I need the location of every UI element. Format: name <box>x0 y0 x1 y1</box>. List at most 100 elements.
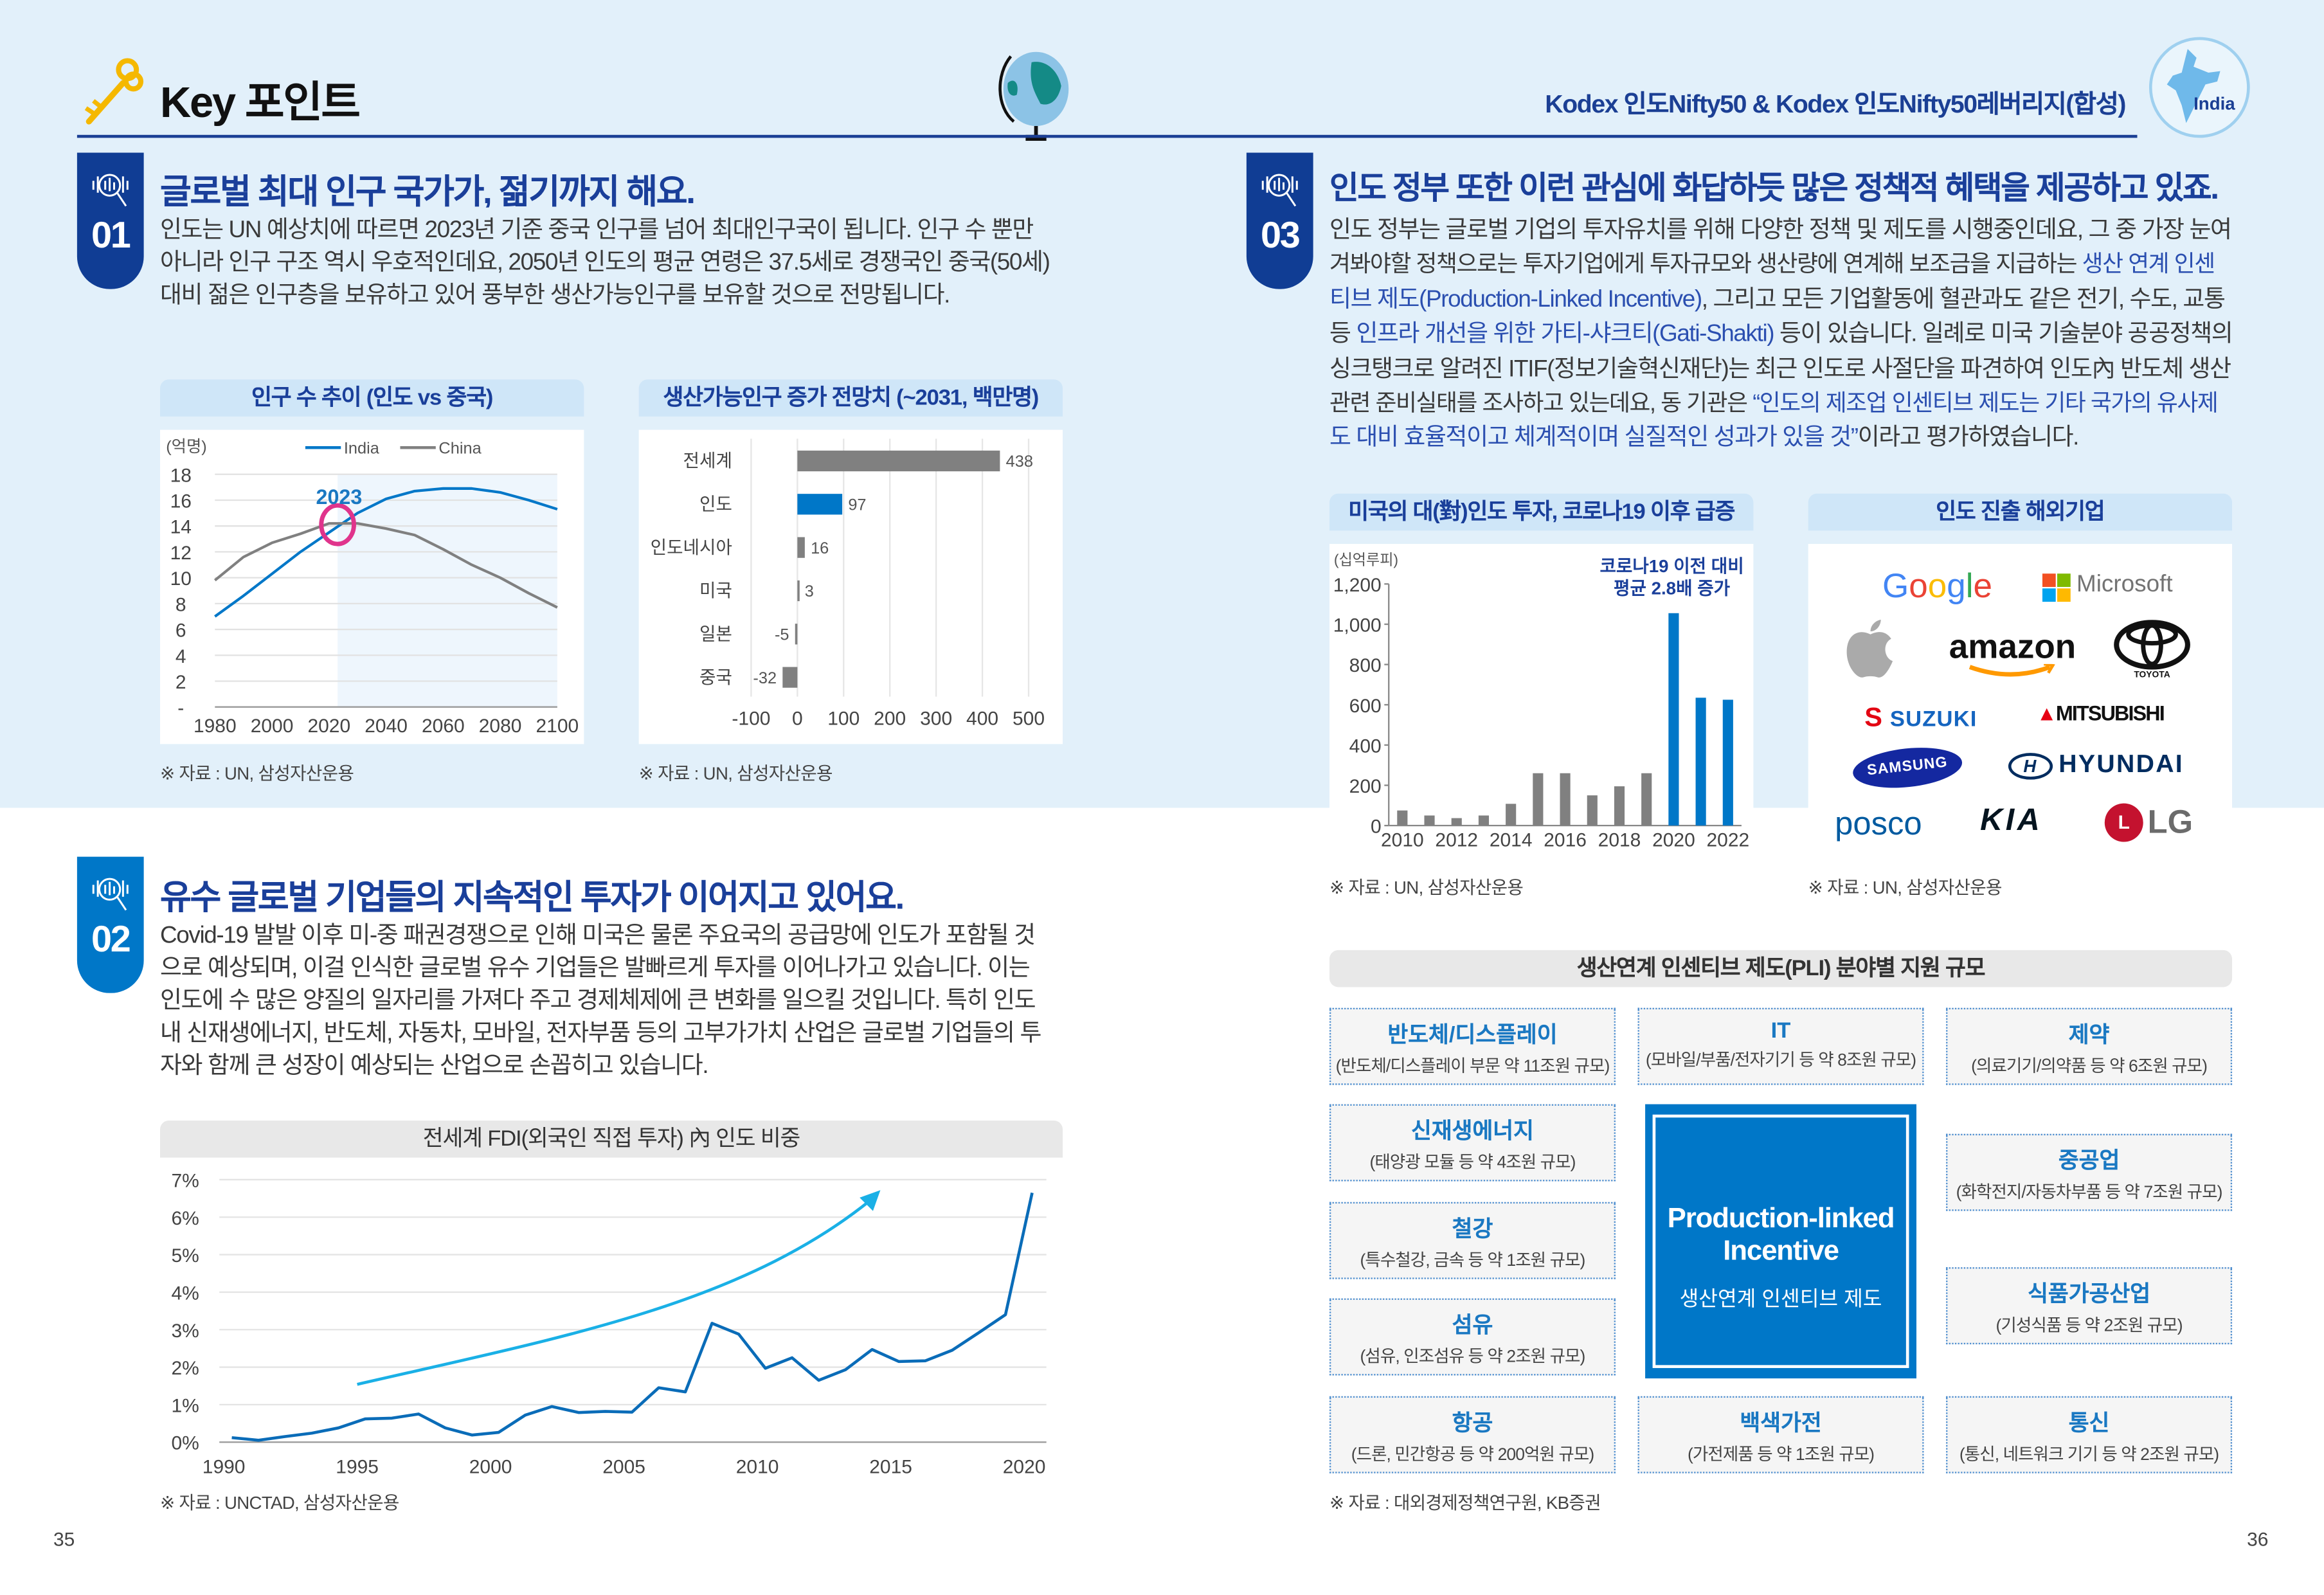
section-number: 03 <box>1261 215 1301 257</box>
x-tick-label: 2015 <box>869 1457 912 1478</box>
hyundai-logo: H HYUNDAI <box>2008 750 2184 780</box>
body-text-line: 으로 예상되며, 이걸 인식한 글로벌 유수 기업들은 발빠르게 투자를 이어나… <box>160 953 1064 986</box>
toyota-logo: TOYOTA <box>2114 620 2191 688</box>
analysis-icon <box>92 174 129 207</box>
text-segment: 관련 준비실태를 조사하고 있는데요, 동 기관은 <box>1329 391 1753 417</box>
section-title: 인도 정부 또한 이런 관심에 화답하듯 많은 정책적 혜택을 제공하고 있죠. <box>1329 170 2219 206</box>
lg-logo: L LG <box>2104 803 2193 842</box>
pli-sector-name: IT <box>1770 1018 1791 1044</box>
suzuki-logo: S SUZUKI <box>1864 702 1977 732</box>
highlighted-text: 도 대비 효율적이고 체계적이며 실질적인 성과가 있을 것” <box>1329 426 1859 451</box>
page-number-left: 35 <box>53 1527 75 1551</box>
section-badge: 01 <box>77 152 144 289</box>
header-divider <box>77 134 2138 138</box>
highlighted-text: 티브 제도(Production-Linked Incentive) <box>1329 287 1702 312</box>
body-text-line: 대비 젊은 인구층을 보유하고 있어 풍부한 생산가능인구를 보유할 것으로 전… <box>160 280 1064 313</box>
text-segment: 등 <box>1329 321 1356 347</box>
y-tick-label: 2% <box>172 1358 199 1379</box>
pli-sector-scale: (반도체/디스플레이 부문 약 11조원 규모) <box>1335 1058 1610 1076</box>
pli-source: ※ 자료 : 대외경제정책연구원, KB증권 <box>1329 1492 1601 1513</box>
x-tick-label: 2010 <box>736 1457 779 1478</box>
population-chart-area <box>159 429 584 744</box>
us-investment-chart-title: 미국의 대(對)인도 투자, 코로나19 이후 급증 <box>1329 493 1754 531</box>
pli-sector-box: 항공 (드론, 민간항공 등 약 200억원 규모) <box>1329 1396 1616 1473</box>
page-title: Key 포인트 <box>159 80 361 128</box>
pli-sector-box: 제약 (의료기기/의약품 등 약 6조원 규모) <box>1946 1007 2233 1085</box>
y-tick-label: 6% <box>172 1208 199 1229</box>
pli-sector-box: 신재생에너지 (태양광 모듈 등 약 4조원 규모) <box>1329 1104 1616 1182</box>
x-tick-label: 1990 <box>203 1457 246 1478</box>
pli-sector-name: 신재생에너지 <box>1411 1119 1534 1144</box>
india-label: India <box>2193 93 2235 114</box>
x-tick-label: 2020 <box>1003 1457 1046 1478</box>
text-segment: 자와 함께 큰 성장이 예상되는 산업으로 손꼽히고 있습니다. <box>159 1054 709 1079</box>
globe-icon <box>998 51 1069 141</box>
body-text-line: 인도는 UN 예상치에 따르면 2023년 기준 중국 인구를 넘어 최대인구국… <box>160 215 1064 248</box>
text-segment: 등이 있습니다. 일례로 미국 기술분야 공공정책의 <box>1774 321 2233 347</box>
trend-arrowhead <box>860 1190 881 1211</box>
highlighted-text: 생산 연계 인센 <box>2082 252 2215 278</box>
y-tick-label: 0% <box>172 1433 199 1454</box>
companies-logo-area <box>1808 544 2233 856</box>
apple-logo <box>1846 619 1893 678</box>
text-segment: 대비 젊은 인구층을 보유하고 있어 풍부한 생산가능인구를 보유할 것으로 전… <box>159 283 950 309</box>
pli-sector-box: 철강 (특수철강, 금속 등 약 1조원 규모) <box>1329 1202 1616 1279</box>
body-text-line: 등 인프라 개선을 위한 가티-샤크티(Gati-Shakti) 등이 있습니다… <box>1329 319 2233 352</box>
fdi-chart-source: ※ 자료 : UNCTAD, 삼성자산운용 <box>159 1492 399 1513</box>
pli-sector-box: 통신 (통신, 네트워크 기기 등 약 2조원 규모) <box>1946 1396 2233 1473</box>
analysis-icon <box>92 878 129 911</box>
section-badge: 03 <box>1246 152 1313 289</box>
pli-sector-scale: (의료기기/의약품 등 약 6조원 규모) <box>1971 1058 2208 1076</box>
pli-sector-scale: (기성식품 등 약 2조원 규모) <box>1995 1317 2183 1336</box>
us-investment-chart-source: ※ 자료 : UN, 삼성자산운용 <box>1329 877 1524 899</box>
y-tick-label: 3% <box>172 1320 199 1342</box>
pli-sector-box: 백색가전 (가전제품 등 약 1조원 규모) <box>1637 1396 1924 1473</box>
companies-title: 인도 진출 해외기업 <box>1808 493 2233 531</box>
pli-sector-name: 식품가공산업 <box>2028 1282 2151 1308</box>
pli-sector-box: 반도체/디스플레이 (반도체/디스플레이 부문 약 11조원 규모) <box>1329 1007 1616 1085</box>
us-investment-chart-area <box>1329 544 1754 856</box>
pli-sector-scale: (특수철강, 금속 등 약 1조원 규모) <box>1360 1252 1585 1270</box>
working-age-chart-area <box>638 429 1063 744</box>
pli-sector-scale: (화학전지/자동차부품 등 약 7조원 규모) <box>1956 1184 2223 1202</box>
text-segment: 싱크탱크로 알려진 ITIF(정보기술혁신재단)는 최근 인도로 사절단을 파견… <box>1329 356 2231 382</box>
pli-sector-name: 백색가전 <box>1740 1410 1822 1437</box>
pli-sector-name: 항공 <box>1452 1410 1493 1437</box>
pli-sector-scale: (태양광 모듈 등 약 4조원 규모) <box>1369 1154 1576 1173</box>
fdi-share-line <box>231 1192 1034 1442</box>
analysis-icon <box>1261 174 1298 207</box>
fdi-chart-title: 전세계 FDI(외국인 직접 투자) 內 인도 비중 <box>159 1120 1063 1158</box>
text-segment: Covid-19 발발 이후 미-중 패권경쟁으로 인해 미국은 물론 주요국의… <box>159 923 1036 949</box>
text-segment: 인도 정부는 글로벌 기업의 투자유치를 위해 다양한 정책 및 제도를 시행중… <box>1329 217 2232 244</box>
body-text-line: 아니라 인구 구조 역시 우호적인데요, 2050년 인도의 평균 연령은 37… <box>160 248 1064 280</box>
pli-sector-box: 섬유 (섬유, 인조섬유 등 약 2조원 규모) <box>1329 1298 1616 1376</box>
pli-sector-name: 중공업 <box>2058 1148 2120 1174</box>
highlighted-text: 인프라 개선을 위한 가티-샤크티(Gati-Shakti) <box>1356 321 1774 347</box>
body-text-line: Covid-19 발발 이후 미-중 패권경쟁으로 인해 미국은 물론 주요국의… <box>160 921 1064 953</box>
pli-sector-box: 식품가공산업 (기성식품 등 약 2조원 규모) <box>1946 1267 2233 1345</box>
working-age-chart-source: ※ 자료 : UN, 삼성자산운용 <box>638 763 833 784</box>
population-chart-source: ※ 자료 : UN, 삼성자산운용 <box>159 763 354 784</box>
y-tick-label: 7% <box>172 1170 199 1191</box>
india-badge: India <box>2148 37 2250 138</box>
body-text-line: 도 대비 효율적이고 체계적이며 실질적인 성과가 있을 것”이라고 평가하였습… <box>1329 423 2233 456</box>
section-number: 01 <box>91 215 131 257</box>
working-age-chart-title: 생산가능인구 증가 전망치 (~2031, 백만명) <box>638 379 1063 417</box>
kia-logo: KIA <box>1980 803 2043 838</box>
text-segment: 인도는 UN 예상치에 따르면 2023년 기준 중국 인구를 넘어 최대인구국… <box>159 217 1034 244</box>
pli-sector-name: 철강 <box>1452 1216 1493 1242</box>
body-text-line: 자와 함께 큰 성장이 예상되는 산업으로 손꼽히고 있습니다. <box>160 1051 1064 1084</box>
pli-sector-scale: (통신, 네트워크 기기 등 약 2조원 규모) <box>1959 1446 2219 1464</box>
amazon-logo: amazon <box>1949 627 2076 677</box>
pli-sector-box: 중공업 (화학전지/자동차부품 등 약 7조원 규모) <box>1946 1133 2233 1211</box>
companies-source: ※ 자료 : UN, 삼성자산운용 <box>1808 877 2003 899</box>
x-tick-label: 2000 <box>469 1457 512 1478</box>
page-number-right: 36 <box>2247 1527 2269 1551</box>
pli-sector-scale: (가전제품 등 약 1조원 규모) <box>1687 1446 1875 1464</box>
pli-title: 생산연계 인센티브 제도(PLI) 분야별 지원 규모 <box>1329 950 2233 987</box>
text-segment: 겨봐야할 정책으로는 투자기업에게 투자규모와 생산량에 연계해 보조금을 지급… <box>1329 252 2082 278</box>
trend-arrow <box>357 1199 871 1386</box>
key-icon <box>84 58 144 125</box>
y-tick-label: 4% <box>172 1283 199 1304</box>
india-map-icon <box>2166 49 2220 123</box>
